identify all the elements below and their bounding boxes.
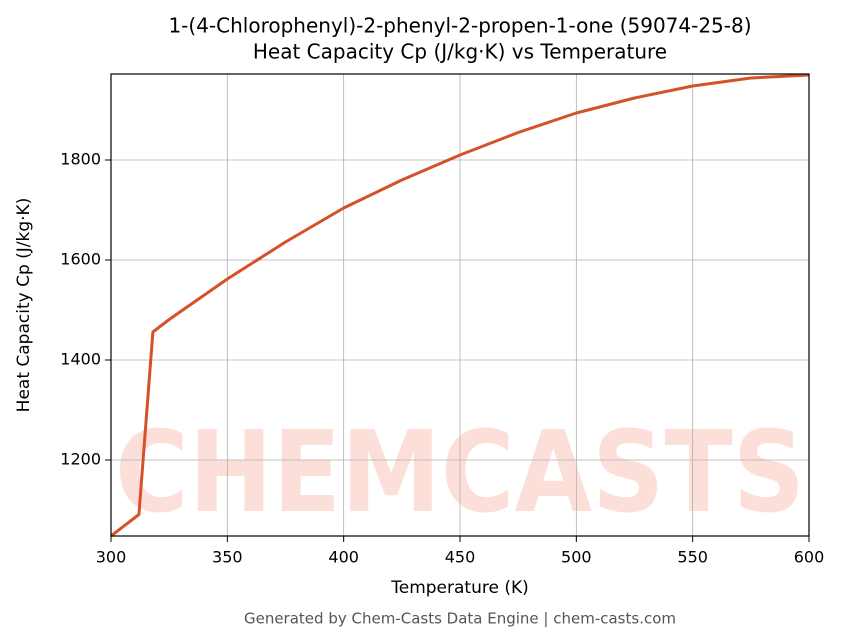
- x-tick-label: 400: [328, 548, 359, 567]
- x-tick-label: 500: [561, 548, 592, 567]
- x-tick-label: 550: [677, 548, 708, 567]
- data-line: [110, 73, 810, 538]
- x-tick-label: 300: [96, 548, 127, 567]
- y-tick-label: 1200: [60, 450, 101, 469]
- x-tick-label: 600: [794, 548, 825, 567]
- x-tick-label: 450: [445, 548, 476, 567]
- axes-frame: [110, 73, 810, 537]
- chart-subtitle: Heat Capacity Cp (J/kg·K) vs Temperature: [253, 40, 667, 64]
- y-tick-label: 1600: [60, 250, 101, 269]
- y-tick-label: 1800: [60, 150, 101, 169]
- y-axis-label: Heat Capacity Cp (J/kg·K): [14, 198, 34, 413]
- x-tick-label: 350: [212, 548, 243, 567]
- x-axis-label: Temperature (K): [390, 578, 529, 598]
- footer: Generated by Chem-Casts Data Engine | ch…: [244, 610, 676, 628]
- chart-title: 1-(4-Chlorophenyl)-2-phenyl-2-propen-1-o…: [168, 14, 751, 38]
- y-tick-label: 1400: [60, 350, 101, 369]
